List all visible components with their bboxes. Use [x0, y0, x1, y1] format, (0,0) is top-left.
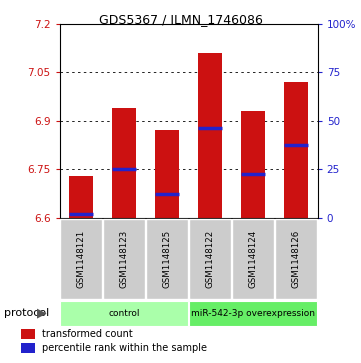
Bar: [69, 176, 93, 218]
Text: ▶: ▶: [37, 307, 46, 319]
Text: miR-542-3p overexpression: miR-542-3p overexpression: [191, 309, 315, 318]
Bar: [190, 301, 317, 326]
Text: protocol: protocol: [4, 308, 49, 318]
Bar: [155, 130, 179, 218]
Bar: [189, 219, 231, 299]
Bar: [103, 219, 145, 299]
Bar: [60, 219, 102, 299]
Text: GSM1148122: GSM1148122: [206, 229, 215, 288]
Text: GDS5367 / ILMN_1746086: GDS5367 / ILMN_1746086: [99, 13, 262, 26]
Bar: [241, 111, 265, 218]
Bar: [112, 108, 136, 218]
Text: transformed count: transformed count: [42, 329, 132, 339]
Bar: [60, 301, 188, 326]
Text: control: control: [108, 309, 140, 318]
Bar: [275, 219, 317, 299]
Bar: [198, 53, 222, 218]
Text: percentile rank within the sample: percentile rank within the sample: [42, 343, 207, 354]
Text: GSM1148124: GSM1148124: [249, 229, 258, 288]
Text: GSM1148121: GSM1148121: [77, 229, 86, 288]
Bar: [232, 219, 274, 299]
Bar: [146, 219, 188, 299]
Text: GSM1148125: GSM1148125: [162, 229, 171, 288]
Text: GSM1148126: GSM1148126: [292, 229, 301, 288]
Bar: [284, 82, 308, 218]
Bar: [21, 343, 35, 354]
Bar: [21, 329, 35, 339]
Text: GSM1148123: GSM1148123: [119, 229, 129, 288]
